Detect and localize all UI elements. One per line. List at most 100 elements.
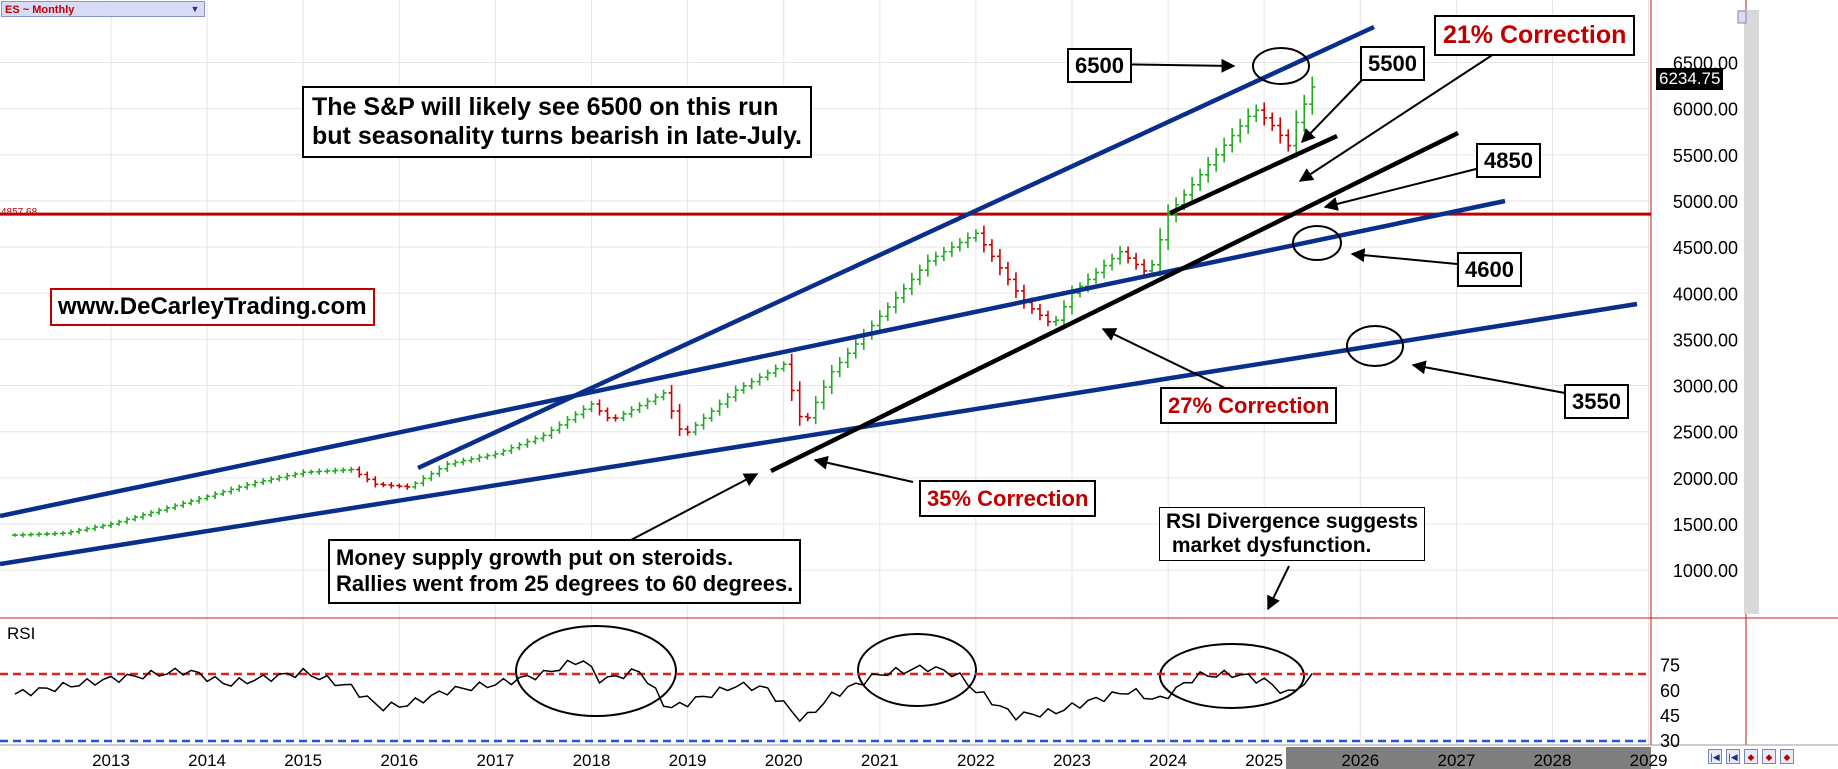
- ohlc-bar: [628, 406, 635, 418]
- price-tick-label: 2500.00: [1673, 423, 1738, 443]
- ohlc-bar: [1101, 259, 1108, 279]
- level-3550-label: 3550: [1564, 384, 1629, 420]
- ohlc-bar: [300, 469, 307, 478]
- ohlc-bar: [932, 251, 939, 266]
- ohlc-bar: [764, 369, 771, 381]
- middle-channel-line: [0, 198, 1506, 519]
- ohlc-bar: [588, 400, 595, 413]
- nav-prev-button[interactable]: |◀: [1726, 749, 1740, 764]
- ohlc-bar: [484, 453, 491, 460]
- ohlc-bar: [1229, 128, 1236, 153]
- scrollbar-track[interactable]: [1744, 10, 1759, 614]
- ohlc-bar: [612, 414, 619, 422]
- nav-zoom-out-button[interactable]: ◆: [1762, 749, 1776, 764]
- ohlc-bar: [1197, 168, 1204, 191]
- future-zone-shade: [1286, 747, 1651, 769]
- ohlc-bar: [620, 410, 627, 422]
- price-tick-label: 5000.00: [1673, 192, 1738, 212]
- ohlc-bar: [460, 457, 467, 466]
- nav-reset-button[interactable]: ◆: [1780, 749, 1794, 764]
- ohlc-bar: [492, 450, 499, 459]
- ohlc-bar: [908, 272, 915, 296]
- ohlc-bar: [1221, 137, 1228, 163]
- ohlc-bar: [524, 438, 531, 448]
- price-axis: 6500.006000.005500.005000.004500.004000.…: [1673, 54, 1738, 582]
- ohlc-bar: [308, 469, 315, 475]
- correction-35-label: 35% Correction: [919, 480, 1097, 518]
- ohlc-bar: [244, 482, 251, 490]
- rsi-tick-label: 75: [1660, 656, 1680, 676]
- ohlc-bar: [1060, 300, 1067, 327]
- time-axis: 2013 2014 2015 2016 2017 2018 2019 2020 2021 2022…: [92, 751, 1667, 769]
- ohlc-bar: [636, 402, 643, 414]
- year-tick-label: 2029: [1630, 751, 1668, 769]
- steep-trend-line: [770, 130, 1459, 474]
- ohlc-bar: [476, 454, 483, 463]
- year-tick-label: 2024: [1149, 751, 1187, 769]
- money-line-1: Money supply growth put on steroids.: [336, 545, 734, 570]
- ohlc-bar: [260, 478, 267, 486]
- ohlc-bar: [644, 397, 651, 410]
- ohlc-bar: [1004, 261, 1011, 286]
- ohlc-bar: [284, 472, 291, 481]
- ohlc-bar: [700, 413, 707, 430]
- ohlc-bar: [348, 466, 355, 473]
- ohlc-bar: [220, 489, 227, 497]
- money-supply-note: Money supply growth put on steroids. Ral…: [328, 539, 802, 604]
- ohlc-bar: [268, 476, 275, 484]
- rsi-tick-label: 30: [1660, 731, 1680, 751]
- ohlc-bar: [812, 396, 819, 425]
- target-4600-ellipse: [1292, 225, 1342, 261]
- nav-first-button[interactable]: |◀: [1708, 749, 1722, 764]
- ohlc-bar: [228, 486, 235, 495]
- last-price-badge: 6234.75: [1656, 68, 1724, 90]
- ohlc-bar: [980, 225, 987, 253]
- chevron-down-icon[interactable]: ▼: [188, 3, 202, 15]
- ohlc-bar: [75, 527, 82, 535]
- ohlc-bar: [916, 264, 923, 286]
- ohlc-bar: [1109, 253, 1116, 271]
- ohlc-bar: [804, 413, 811, 422]
- nav-zoom-in-button[interactable]: ◆: [1744, 749, 1758, 764]
- ohlc-bar: [596, 399, 603, 416]
- ohlc-bar: [604, 407, 611, 422]
- ohlc-bar: [732, 385, 739, 402]
- ohlc-bar: [1309, 76, 1316, 115]
- rsi-title: RSI: [7, 624, 36, 643]
- ohlc-bar: [956, 238, 963, 252]
- year-tick-label: 2020: [765, 751, 803, 769]
- ohlc-bar: [164, 505, 171, 513]
- ohlc-bar: [676, 404, 683, 436]
- grid-toggle-icon[interactable]: [1737, 10, 1747, 24]
- rsi-axis: 75 60 45 30: [1660, 656, 1680, 751]
- ohlc-bar: [1277, 117, 1284, 144]
- ohlc-bar: [820, 379, 827, 410]
- symbol-selector[interactable]: ES ~ Monthly ▼: [1, 1, 205, 17]
- ohlc-bar: [188, 498, 195, 506]
- ohlc-bar: [340, 467, 347, 474]
- ohlc-bar: [276, 474, 283, 482]
- ohlc-bar: [356, 466, 363, 478]
- ohlc-bar: [156, 507, 163, 515]
- ohlc-bar: [996, 248, 1003, 276]
- ohlc-bar: [684, 425, 691, 436]
- ohlc-bar: [67, 529, 74, 536]
- ohlc-bar: [500, 448, 507, 457]
- ohlc-bar: [1141, 259, 1148, 277]
- arrow-21-correction: [1298, 49, 1501, 182]
- ohlc-bar: [51, 531, 58, 537]
- year-tick-label: 2015: [284, 751, 322, 769]
- ohlc-bar: [828, 364, 835, 394]
- ohlc-bar: [252, 479, 259, 488]
- ohlc-bar: [59, 531, 66, 536]
- ohlc-bar: [444, 460, 451, 472]
- rsi-ellipse-2021: [857, 633, 977, 707]
- rsi-divergence-note: RSI Divergence suggests market dysfuncti…: [1159, 507, 1426, 562]
- rsi-ellipse-2018: [515, 625, 677, 717]
- ohlc-bar: [91, 524, 98, 532]
- price-tick-label: 3500.00: [1673, 330, 1738, 350]
- year-tick-label: 2023: [1053, 751, 1091, 769]
- ohlc-bar: [35, 531, 42, 537]
- ohlc-bar: [99, 523, 106, 529]
- ohlc-bar: [836, 357, 843, 378]
